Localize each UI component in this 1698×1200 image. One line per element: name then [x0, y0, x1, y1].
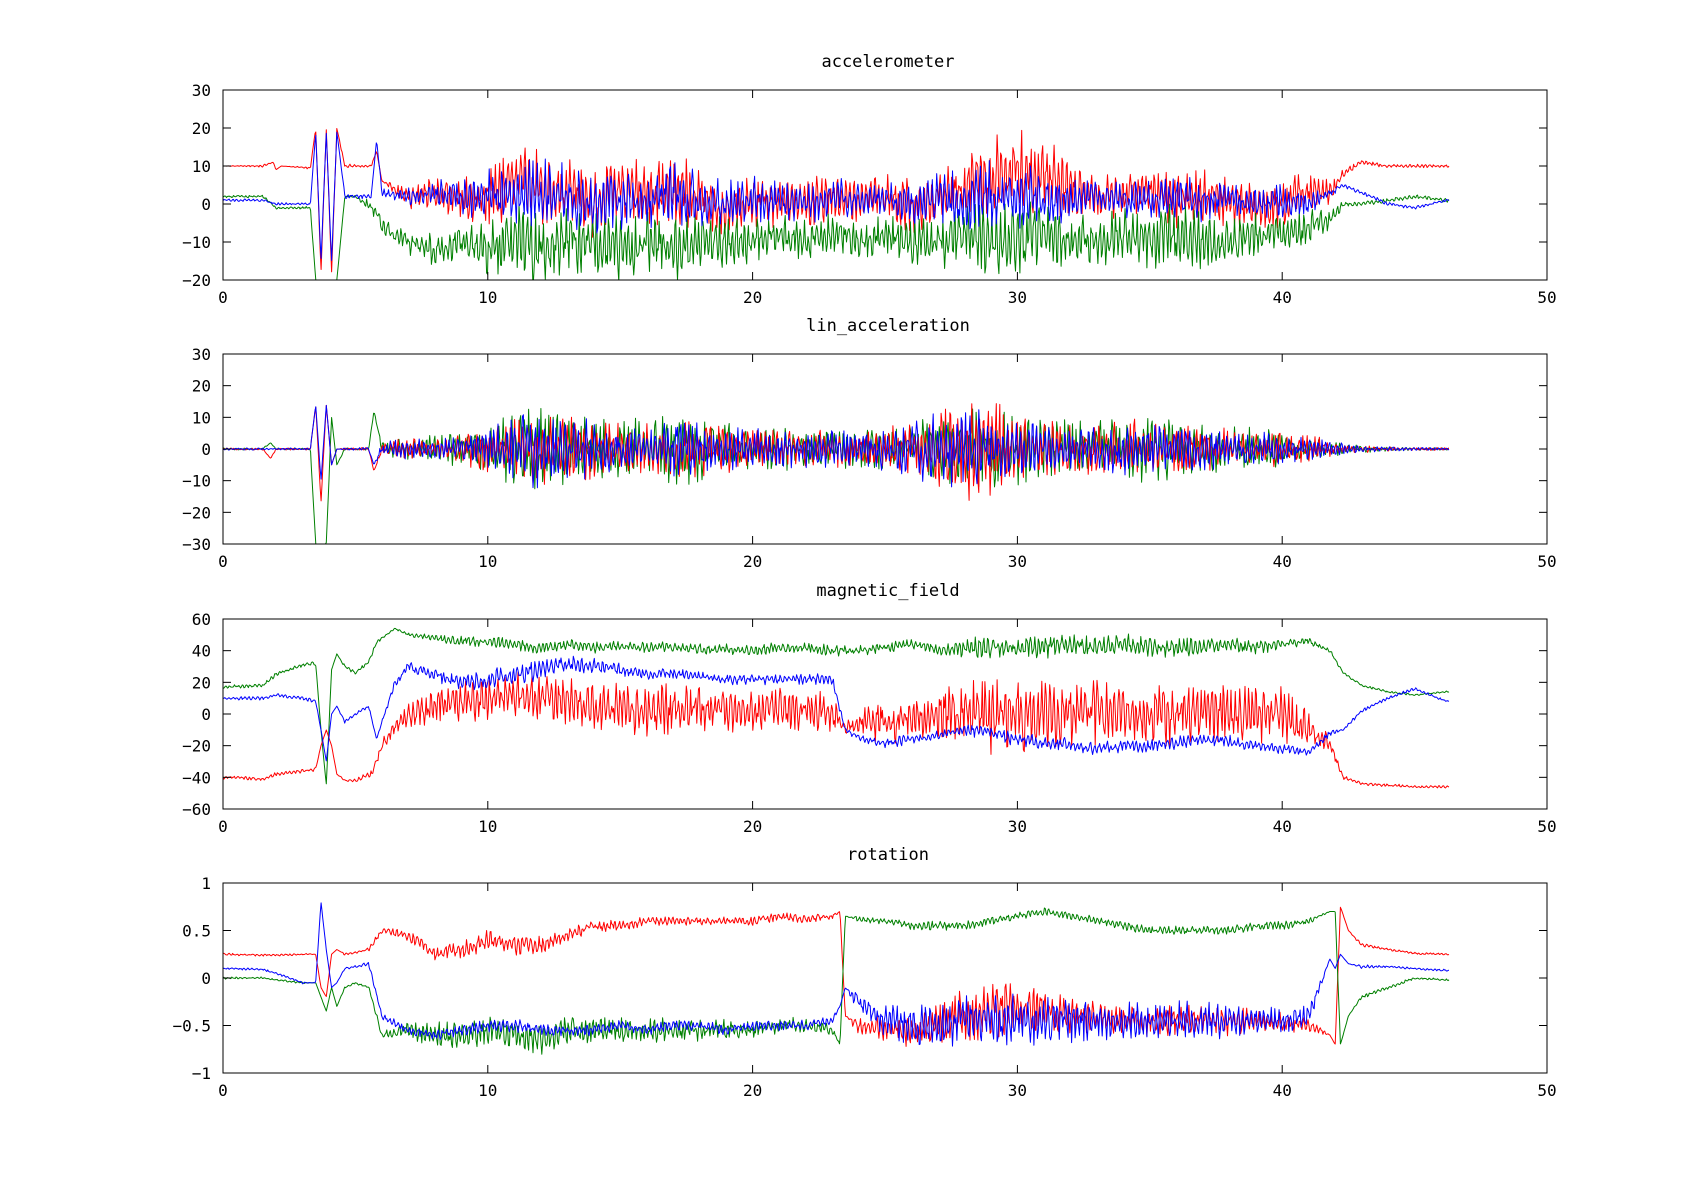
chart-title: rotation: [847, 845, 929, 865]
x-tick-label: 0: [218, 552, 228, 571]
x-tick-label: 20: [743, 552, 762, 571]
x-tick-label: 40: [1273, 817, 1292, 836]
y-tick-label: 0: [201, 440, 211, 459]
y-tick-label: −20: [182, 271, 211, 290]
series-line-2: [223, 194, 1450, 280]
x-tick-label: 20: [743, 288, 762, 307]
y-tick-label: 0: [201, 969, 211, 988]
y-tick-label: −1: [192, 1064, 211, 1083]
x-tick-label: 30: [1008, 288, 1027, 307]
series-line-3: [223, 655, 1450, 762]
y-tick-label: −40: [182, 768, 211, 787]
plot-frame: [222, 882, 1548, 1074]
y-tick-label: 0: [201, 705, 211, 724]
x-tick-label: 30: [1008, 1081, 1027, 1100]
x-tick-label: 40: [1273, 1081, 1292, 1100]
y-tick-label: −30: [182, 535, 211, 554]
y-tick-label: −10: [182, 472, 211, 491]
y-tick-label: 10: [192, 157, 211, 176]
x-tick-label: 0: [218, 817, 228, 836]
x-tick-label: 40: [1273, 552, 1292, 571]
y-tick-label: −0.5: [172, 1017, 211, 1036]
y-tick-label: 10: [192, 408, 211, 427]
y-tick-label: −60: [182, 800, 211, 819]
y-tick-label: −20: [182, 503, 211, 522]
x-tick-label: 30: [1008, 817, 1027, 836]
y-tick-label: 30: [192, 345, 211, 364]
subplot-lin-acceleration: 0 10 20 30 40 50 −30 −20 −10 0 10 20 30 lin_accelerat…: [182, 316, 1557, 571]
subplot-magnetic-field: 0 10 20 30 40 50 −60 −40 −20 0 20 40 60 magnetic_fiel…: [182, 581, 1557, 836]
x-tick-label: 10: [478, 1081, 497, 1100]
x-tick-label: 10: [478, 288, 497, 307]
chart-title: magnetic_field: [816, 581, 959, 601]
y-tick-label: 30: [192, 81, 211, 100]
plot-frame: [222, 89, 1548, 281]
series-group: [223, 128, 1450, 280]
series-line-3: [223, 404, 1450, 489]
y-tick-label: 60: [192, 610, 211, 629]
y-tick-label: 20: [192, 377, 211, 396]
x-tick-label: 20: [743, 817, 762, 836]
series-line-1: [223, 128, 1450, 273]
series-line-1: [223, 408, 1449, 544]
y-tick-label: 20: [192, 673, 211, 692]
x-tick-label: 50: [1537, 552, 1556, 571]
series-line-3: [223, 902, 1450, 1047]
x-tick-label: 0: [218, 1081, 228, 1100]
y-tick-label: −10: [182, 233, 211, 252]
y-tick-label: 40: [192, 642, 211, 661]
x-tick-label: 0: [218, 288, 228, 307]
x-tick-label: 10: [478, 817, 497, 836]
y-tick-label: 0: [201, 195, 211, 214]
series-group: [223, 627, 1450, 789]
y-tick-label: 0.5: [182, 922, 211, 941]
x-tick-label: 50: [1537, 1081, 1556, 1100]
series-line-3: [223, 131, 1450, 261]
subplot-accelerometer: 0 10 20 30 40 50 −20 −10 0 10 20 30 accelerometer: [182, 52, 1557, 307]
x-tick-label: 50: [1537, 288, 1556, 307]
x-tick-label: 50: [1537, 817, 1556, 836]
series-group: [223, 902, 1450, 1055]
x-tick-label: 40: [1273, 288, 1292, 307]
series-line-2: [223, 671, 1450, 789]
y-tick-label: 1: [201, 874, 211, 893]
x-tick-label: 20: [743, 1081, 762, 1100]
x-tick-label: 10: [478, 552, 497, 571]
series-line-2: [223, 907, 1450, 1055]
series-group: [223, 403, 1450, 544]
subplot-rotation: 0 10 20 30 40 50 −1 −0.5 0 0.5 1 rotation: [172, 845, 1556, 1100]
chart-title: lin_acceleration: [806, 316, 970, 336]
x-tick-label: 30: [1008, 552, 1027, 571]
y-tick-label: −20: [182, 737, 211, 756]
chart-title: accelerometer: [821, 52, 954, 72]
series-line-1: [223, 627, 1450, 785]
y-tick-label: 20: [192, 119, 211, 138]
